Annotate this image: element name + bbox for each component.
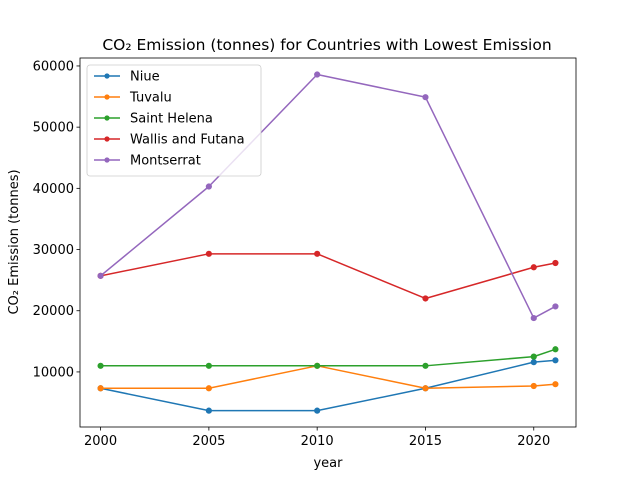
series-line-saint-helena (99, 348, 557, 367)
y-tick-label: 10000 (33, 365, 74, 380)
data-point-tuvalu (422, 385, 429, 392)
data-point-tuvalu (97, 385, 104, 392)
data-point-tuvalu (530, 382, 537, 390)
data-point-montserrat (530, 314, 537, 322)
legend-marker-niue (104, 73, 110, 79)
y-tick-label: 20000 (33, 304, 74, 319)
data-point-saint-helena (422, 362, 429, 369)
data-point-saint-helena (97, 362, 104, 369)
legend-label-saint-helena: Saint Helena (130, 112, 213, 127)
x-tick-label: 2000 (84, 434, 117, 449)
data-point-niue (530, 359, 537, 366)
data-point-saint-helena (314, 362, 321, 369)
data-point-tuvalu (205, 385, 212, 392)
legend-label-montserrat: Montserrat (130, 154, 201, 169)
data-point-wallis-and-futana (205, 250, 212, 257)
legend-label-tuvalu: Tuvalu (129, 91, 172, 106)
series-line-montserrat (99, 73, 557, 319)
data-point-wallis-and-futana (530, 264, 537, 271)
y-tick-label: 50000 (33, 121, 74, 136)
legend: Niue Tuvalu Saint Helena Wallis and Futana M… (86, 64, 262, 177)
data-point-niue (205, 407, 212, 414)
data-point-wallis-and-futana (552, 259, 559, 267)
legend-marker-tuvalu (104, 94, 110, 100)
data-point-montserrat (422, 94, 429, 101)
x-tick-label: 2020 (517, 434, 550, 449)
legend-marker-wallis-and-futana (104, 136, 110, 142)
data-point-montserrat (552, 303, 559, 310)
y-tick-label: 30000 (33, 243, 74, 258)
data-point-montserrat (97, 272, 104, 279)
data-point-montserrat (205, 183, 212, 190)
x-axis-label: year (313, 456, 343, 471)
y-tick-label: 40000 (33, 182, 74, 197)
data-point-saint-helena (530, 353, 537, 360)
data-point-montserrat (314, 71, 321, 78)
y-tick-label: 60000 (33, 59, 74, 74)
legend-box (86, 64, 262, 177)
legend-marker-montserrat (104, 157, 110, 163)
series-line-tuvalu (99, 365, 557, 390)
data-point-wallis-and-futana (422, 295, 429, 302)
axes-frame (79, 57, 577, 428)
y-axis-label: CO₂ Emission (tonnes) (7, 169, 22, 314)
legend-label-niue: Niue (130, 70, 160, 85)
data-point-saint-helena (205, 362, 212, 369)
data-point-niue (552, 357, 559, 364)
data-point-wallis-and-futana (314, 250, 321, 257)
data-point-saint-helena (552, 346, 559, 353)
data-point-niue (314, 407, 321, 414)
series-line-niue (99, 359, 557, 412)
legend-label-wallis-and-futana: Wallis and Futana (130, 133, 245, 148)
x-tick-label: 2015 (409, 434, 442, 449)
series-line-wallis-and-futana (99, 253, 557, 300)
x-tick-label: 2010 (301, 434, 334, 449)
x-tick-label: 2005 (192, 434, 225, 449)
legend-marker-saint-helena (104, 115, 110, 121)
chart-title: CO₂ Emission (tonnes) for Countries with… (102, 36, 551, 54)
plot-area: 2000 2005 2010 2015 2020 10000 20000 30000 40000… (33, 57, 577, 449)
data-point-tuvalu (552, 381, 559, 388)
